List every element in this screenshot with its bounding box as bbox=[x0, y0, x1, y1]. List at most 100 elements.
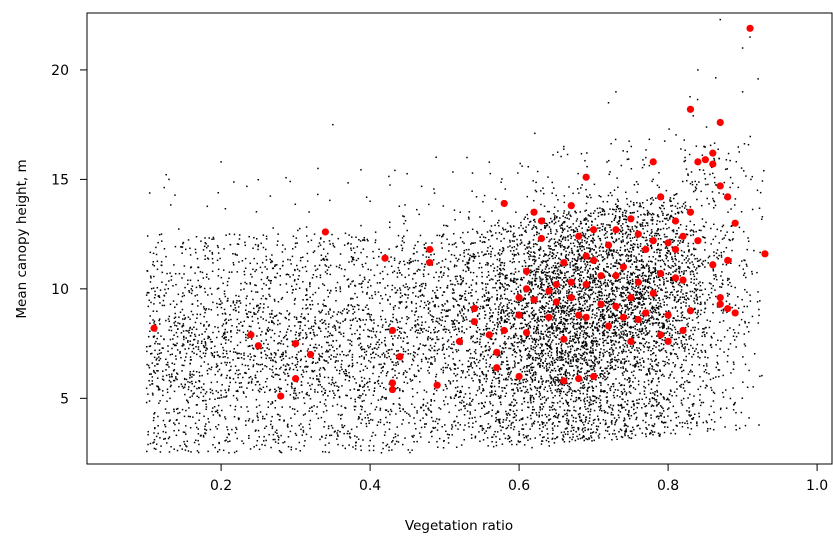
data-point bbox=[705, 126, 708, 128]
data-point bbox=[575, 399, 578, 401]
data-point bbox=[444, 424, 446, 426]
data-point bbox=[318, 310, 320, 313]
data-point bbox=[331, 334, 334, 337]
data-point bbox=[272, 317, 274, 319]
data-point bbox=[358, 356, 361, 358]
data-point bbox=[730, 208, 732, 210]
data-point bbox=[525, 306, 527, 309]
data-point bbox=[158, 296, 161, 298]
data-point bbox=[575, 417, 577, 419]
data-point bbox=[356, 320, 358, 322]
data-point bbox=[372, 449, 375, 452]
data-point bbox=[554, 437, 556, 440]
data-point bbox=[530, 401, 532, 404]
data-point bbox=[419, 419, 422, 422]
data-point bbox=[473, 255, 475, 258]
data-point bbox=[192, 370, 195, 373]
data-point bbox=[532, 199, 535, 202]
data-point bbox=[463, 249, 466, 252]
data-point bbox=[543, 388, 545, 391]
data-point bbox=[442, 366, 444, 369]
data-point bbox=[325, 349, 328, 352]
data-point bbox=[220, 373, 223, 376]
data-point bbox=[426, 402, 429, 404]
data-point bbox=[251, 320, 254, 322]
data-point bbox=[623, 361, 626, 364]
data-point bbox=[374, 408, 377, 411]
data-point bbox=[559, 217, 561, 219]
data-point bbox=[598, 291, 601, 294]
data-point bbox=[349, 343, 351, 345]
data-point bbox=[558, 327, 560, 329]
data-point bbox=[657, 417, 660, 420]
data-point bbox=[189, 427, 192, 429]
data-point bbox=[606, 236, 609, 239]
data-point bbox=[584, 397, 586, 400]
data-point bbox=[316, 361, 319, 364]
data-point bbox=[583, 248, 586, 250]
data-point bbox=[719, 416, 722, 419]
data-point bbox=[697, 388, 699, 391]
data-point bbox=[147, 335, 150, 338]
data-point bbox=[685, 295, 688, 297]
data-point bbox=[690, 229, 693, 231]
data-point bbox=[536, 414, 538, 416]
data-point bbox=[715, 252, 718, 255]
data-point bbox=[330, 334, 333, 336]
data-point bbox=[620, 311, 622, 314]
data-point bbox=[548, 330, 550, 333]
data-point bbox=[648, 402, 650, 405]
data-point bbox=[594, 270, 596, 273]
data-point bbox=[432, 316, 435, 318]
data-point bbox=[314, 391, 316, 393]
data-point bbox=[541, 272, 543, 274]
data-point bbox=[482, 254, 485, 257]
data-point bbox=[483, 406, 486, 408]
data-point bbox=[570, 275, 573, 277]
data-point bbox=[185, 445, 187, 447]
data-point bbox=[596, 312, 598, 314]
data-point bbox=[560, 352, 563, 354]
data-point bbox=[621, 350, 623, 353]
data-point bbox=[294, 279, 296, 281]
data-point bbox=[680, 254, 683, 257]
data-point bbox=[564, 372, 567, 374]
data-point bbox=[648, 297, 650, 300]
data-point bbox=[357, 418, 360, 420]
data-point bbox=[452, 341, 455, 343]
data-point bbox=[637, 297, 639, 299]
data-point bbox=[366, 238, 368, 241]
data-point bbox=[416, 410, 418, 412]
data-point bbox=[225, 322, 227, 325]
data-point bbox=[600, 373, 603, 375]
data-point bbox=[267, 401, 270, 403]
data-point bbox=[375, 343, 377, 346]
data-point bbox=[549, 228, 552, 231]
data-point bbox=[322, 248, 325, 250]
data-point bbox=[229, 381, 232, 384]
data-point bbox=[524, 298, 526, 300]
data-point bbox=[363, 356, 365, 359]
data-point bbox=[402, 419, 404, 421]
data-point bbox=[672, 271, 674, 273]
data-point bbox=[333, 382, 335, 385]
data-point bbox=[559, 351, 562, 354]
data-point bbox=[577, 360, 579, 363]
data-point bbox=[699, 376, 701, 378]
data-point bbox=[489, 425, 492, 428]
data-point bbox=[578, 254, 581, 257]
data-point bbox=[696, 98, 699, 101]
data-point bbox=[559, 235, 562, 238]
data-point bbox=[713, 200, 716, 203]
data-point bbox=[432, 328, 435, 331]
data-point bbox=[604, 229, 606, 232]
data-point bbox=[481, 407, 483, 410]
data-point bbox=[638, 296, 641, 299]
data-point bbox=[434, 342, 437, 344]
data-point bbox=[647, 265, 650, 267]
data-point bbox=[675, 270, 677, 273]
data-point bbox=[201, 271, 204, 274]
data-point bbox=[649, 363, 652, 365]
data-point bbox=[506, 318, 508, 320]
data-point bbox=[761, 374, 763, 377]
